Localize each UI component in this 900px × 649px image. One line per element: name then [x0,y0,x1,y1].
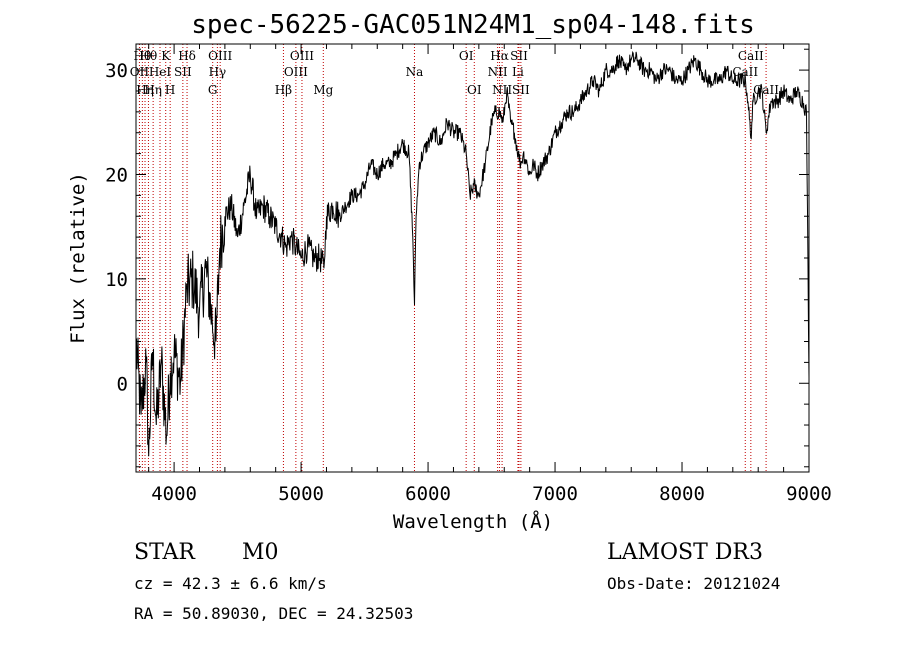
line-label: G [208,83,218,97]
line-label: SII [512,83,530,97]
line-label: Hβ [275,83,292,97]
y-tick-label: 20 [105,164,128,186]
line-label: Hθ [140,49,158,63]
line-label: OIII [208,49,232,63]
line-label: Hδ [178,49,196,63]
line-markers [138,44,767,472]
line-label: NII [492,83,512,97]
line-label: Hθ [133,49,151,63]
x-tick-label: 4000 [151,483,197,505]
spectrum-chart: spec-56225-GAC051N24M1_sp04-148.fits OII… [67,10,832,533]
line-label: K [161,49,171,63]
line-label: CaII [738,49,764,63]
y-tick-label: 10 [105,269,128,291]
line-labels: OII Hθ Hη Hθ Hη HeI K H SII Hδ G Hγ OIII Hβ OIII OIII Mg… [130,49,779,97]
x-tick-label: 5000 [278,483,324,505]
survey-name: LAMOST DR3 [607,540,763,565]
line-label: Hη [136,83,154,97]
obs-date: Obs-Date: 20121024 [607,574,781,593]
y-axis-label: Flux (relative) [67,172,89,344]
line-label: OI [459,49,474,63]
line-label: OIII [284,65,308,79]
spectrum-series [135,50,810,457]
line-label: Li [512,65,524,79]
line-label: Hγ [209,65,227,79]
line-label: OI [467,83,482,97]
axis-ticks: 4000 5000 6000 7000 8000 9000 0 10 20 30 [105,44,832,505]
x-tick-label: 8000 [659,483,705,505]
x-axis-label: Wavelength (Å) [393,510,553,533]
line-label: H [165,83,175,97]
object-subclass: M0 [242,540,279,565]
line-label: SII [510,49,528,63]
line-label: OIII [290,49,314,63]
y-tick-label: 30 [105,60,128,82]
line-label: Na [406,65,424,79]
line-label: Mg [313,83,333,97]
x-tick-label: 6000 [405,483,451,505]
line-label: HeI [149,65,172,79]
spectrum-line [135,50,810,457]
line-label: NII [488,65,508,79]
object-class: STAR [134,540,195,565]
line-label: Hα [490,49,509,63]
y-tick-label: 0 [117,373,128,395]
line-label: SII [174,65,192,79]
x-tick-label: 9000 [786,483,832,505]
plot-frame [135,43,810,473]
chart-title: spec-56225-GAC051N24M1_sp04-148.fits [191,10,755,40]
redshift-text: cz = 42.3 ± 6.6 km/s [134,574,327,593]
x-tick-label: 7000 [532,483,578,505]
line-label: Hη [144,83,162,97]
coordinates: RA = 50.89030, DEC = 24.32503 [134,604,414,623]
line-label: OII [130,65,150,79]
